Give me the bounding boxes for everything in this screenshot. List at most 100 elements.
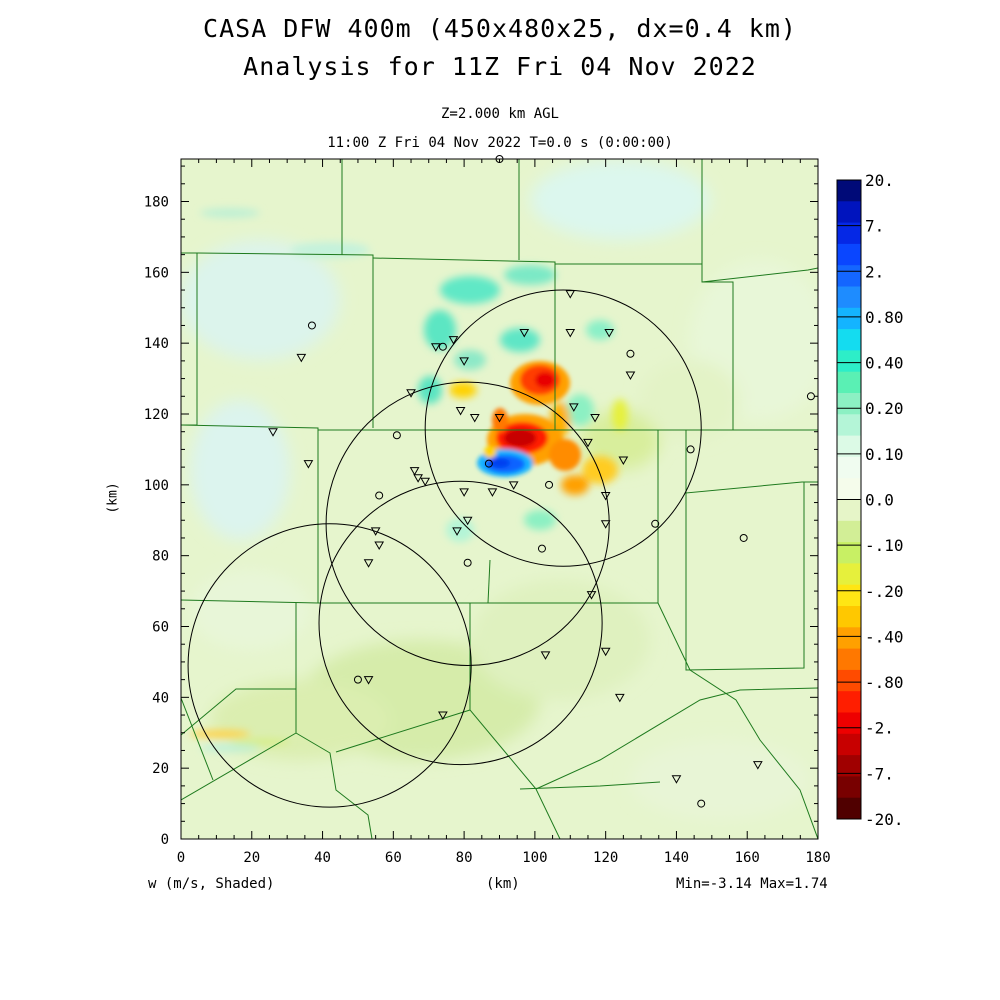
title-line-2: Analysis for 11Z Fri 04 Nov 2022 [243, 52, 757, 81]
station-triangle [469, 414, 480, 423]
station-triangle [459, 488, 469, 497]
colorbar-label: -.10 [865, 536, 904, 555]
colorbar-label: 7. [865, 217, 884, 236]
station-circle [545, 480, 554, 489]
station-markers [268, 155, 815, 808]
y-axis-label: (km) [105, 482, 121, 514]
station-circle [307, 321, 316, 330]
x-tick-label: 40 [314, 850, 331, 866]
station-circle [739, 533, 748, 542]
axis-ticks [180, 159, 819, 840]
colorbar-swatch [837, 265, 861, 287]
station-triangle [604, 329, 615, 338]
station-triangle [752, 761, 763, 770]
station-triangle [487, 488, 498, 497]
colorbar-swatch [837, 393, 861, 415]
station-triangle [420, 477, 431, 487]
y-tick-label: 180 [144, 195, 169, 211]
x-tick-label: 20 [243, 850, 260, 866]
station-circle [484, 459, 493, 468]
x-tick-label: 120 [593, 850, 618, 866]
colorbar-swatch [837, 606, 861, 628]
station-triangle [363, 676, 374, 685]
station-triangle [625, 371, 636, 381]
colorbar-label: 2. [865, 262, 884, 281]
colorbar-label: 20. [865, 171, 894, 190]
y-tick-label: 20 [152, 761, 169, 777]
colorbar-swatch [837, 542, 861, 564]
x-tick-label: 100 [522, 850, 547, 866]
station-circle [375, 491, 384, 500]
colorbar-label: 0.10 [865, 445, 904, 464]
station-circle [697, 799, 706, 808]
x-tick-label: 160 [735, 850, 760, 866]
colorbar-swatch [837, 243, 861, 266]
colorbar-swatch [837, 350, 861, 373]
y-tick-label: 120 [144, 407, 169, 423]
y-tick-label: 40 [152, 690, 169, 706]
radar-ring-3 [187, 523, 472, 808]
colorbar-swatch [837, 201, 861, 224]
colorbar-swatch [837, 627, 861, 650]
station-triangle [540, 651, 551, 660]
station-triangle [448, 336, 459, 345]
station-triangle [600, 647, 611, 657]
x-tick-label: 60 [385, 850, 402, 866]
y-tick-label: 140 [144, 336, 169, 352]
colorbar-swatch [837, 478, 861, 500]
station-triangle [565, 290, 576, 299]
colorbar-swatch [837, 371, 861, 394]
station-triangle [565, 329, 576, 338]
station-triangle [568, 403, 579, 412]
station-triangle [409, 467, 420, 476]
station-circle [537, 544, 546, 553]
colorbar-swatch [837, 180, 861, 202]
colorbar-labels: 20. 7. 2. 0.80 0.40 0.20 0.10 0.0 -.10 -.20 -.40 -.… [865, 171, 904, 829]
station-triangle [438, 711, 448, 721]
field-variable-label: w (m/s, Shaded) [148, 876, 275, 892]
station-triangle [363, 559, 374, 568]
x-tick-label: 0 [177, 850, 185, 866]
subtitle-height: Z=2.000 km AGL [440, 106, 559, 122]
station-triangle [296, 353, 307, 363]
colorbar-swatch [837, 499, 861, 522]
y-tick-label: 0 [161, 832, 169, 848]
station-triangle [452, 527, 462, 536]
colorbar-swatch [837, 712, 861, 735]
station-circle [651, 519, 660, 528]
colorbar-swatch [837, 797, 861, 820]
colorbar-swatch [837, 648, 861, 671]
colorbar-swatch [837, 456, 861, 479]
station-triangle [494, 414, 505, 423]
colorbar-label: 0.80 [865, 308, 904, 327]
colorbar-swatch [837, 584, 861, 607]
colorbar-swatch [837, 414, 861, 437]
colorbar-label: -.40 [865, 627, 904, 646]
station-circle [438, 342, 447, 351]
radar-ring-4 [318, 480, 603, 766]
axis-tick-labels: 0 20 40 60 80 100 120 140 160 180 0 20 40 60 80 100 120 1… [144, 195, 831, 867]
station-circle [463, 558, 472, 567]
colorbar-label: -2. [865, 719, 894, 738]
colorbar-swatch [837, 691, 861, 713]
colorbar-label: -.80 [865, 673, 904, 692]
station-triangle [600, 520, 611, 529]
station-circle [626, 349, 635, 358]
station-triangle [586, 591, 597, 600]
y-tick-label: 60 [152, 620, 169, 636]
min-max-readout: Min=-3.14 Max=1.74 [676, 876, 828, 892]
colorbar-swatch [837, 776, 861, 799]
station-circle [686, 445, 695, 454]
x-tick-label: 80 [456, 850, 473, 866]
station-triangle [462, 516, 473, 526]
x-tick-label: 140 [664, 850, 689, 866]
station-triangle [600, 491, 611, 501]
y-tick-label: 160 [144, 265, 169, 281]
colorbar-label: -20. [865, 810, 904, 829]
station-triangle [374, 541, 385, 551]
station-triangle [406, 389, 416, 398]
station-triangle [430, 343, 441, 352]
colorbar-label: 0.20 [865, 399, 904, 418]
station-triangle [590, 414, 600, 423]
